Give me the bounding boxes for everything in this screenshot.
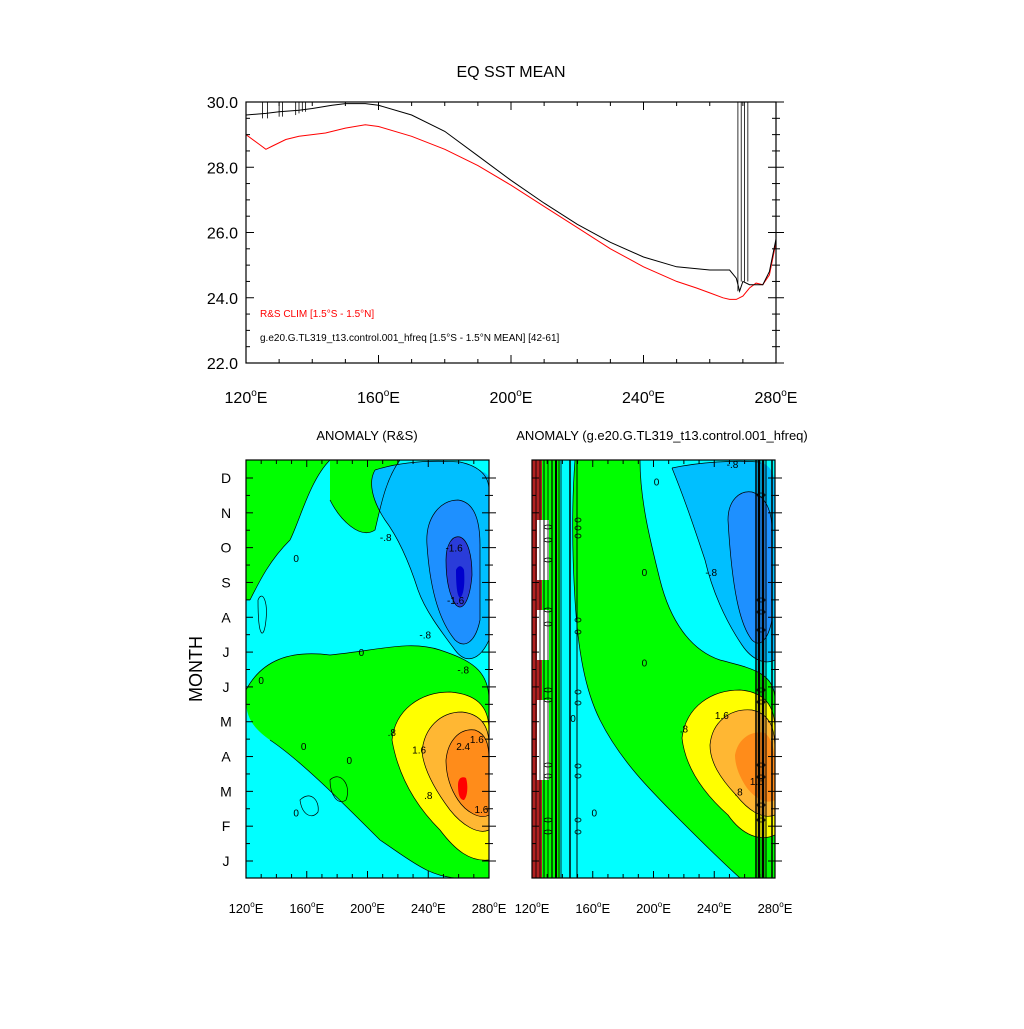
contour-label: 0 [301, 742, 307, 753]
x-tick-label: 160oE [289, 900, 324, 916]
month-tick-label: J [223, 679, 230, 695]
contour-label: 1.6 [474, 805, 488, 816]
x-tick-label: 120oE [225, 388, 268, 407]
x-tick-label: 240oE [697, 900, 732, 916]
fill-region-coastal-red [532, 460, 542, 878]
anomaly-model-panel: ANOMALY (g.e20.G.TL319_t13.control.001_h… [515, 428, 808, 916]
line-chart-plot-area [246, 102, 776, 300]
x-tick-label: 160oE [575, 900, 610, 916]
month-tick-label: A [221, 749, 231, 765]
x-tick-label: 280oE [758, 900, 793, 916]
contour-label: 0 [642, 659, 648, 670]
fill-region-far-east-cold [470, 470, 489, 525]
month-tick-label: J [223, 853, 230, 869]
x-tick-label: 200oE [350, 900, 385, 916]
month-tick-label: M [220, 714, 232, 730]
anomaly-obs-frame [245, 459, 490, 879]
month-tick-label: J [223, 644, 230, 660]
vertical-noise-rings [543, 492, 766, 835]
contour-label: .8 [388, 728, 397, 739]
contour-label: -.8 [727, 460, 739, 471]
contour-label: -1.6 [447, 596, 465, 607]
month-tick-label: S [221, 574, 230, 590]
month-tick-label: N [221, 505, 231, 521]
month-tick-label: F [222, 818, 231, 834]
series-line-obs [246, 124, 776, 300]
contour-labels-model: 0 -.8 0 -.8 0 0 .8 1.6 .8 1.6 0 [570, 460, 764, 819]
contour-lines [246, 460, 489, 878]
line-chart-frame [245, 101, 777, 364]
x-tick-label: 200oE [636, 900, 671, 916]
y-tick-label: 30.0 [207, 95, 238, 112]
fill-region-warm-3 [446, 729, 489, 817]
contour-label: 0 [642, 568, 648, 579]
month-tick-label: M [220, 783, 232, 799]
contour-label: -.8 [457, 666, 469, 677]
anomaly-obs-ticks: 120oE 160oE 200oE 240oE 280oE J F M A M J J A S O N D [220, 460, 507, 916]
anomaly-model-frame [531, 459, 776, 879]
contour-label: 0 [654, 477, 660, 488]
fill-region-coastal-white-3 [537, 700, 549, 780]
fill-region-west-pos [246, 460, 330, 600]
line-chart-title: EQ SST MEAN [456, 64, 565, 81]
contour-label: 2.4 [456, 742, 470, 753]
contour-label: -.8 [419, 631, 431, 642]
contour-label: 0 [293, 554, 299, 565]
anomaly-obs-panel: ANOMALY (R&S) [186, 428, 507, 916]
line-chart-ticks: 120oE 160oE 200oE 240oE 280oE 22.0 24.0 26.0 28.… [207, 95, 798, 407]
contour-label: 1.6 [470, 735, 484, 746]
x-tick-label: 280oE [472, 900, 507, 916]
month-tick-label: A [221, 609, 231, 625]
anomaly-model-field: 0 -.8 0 -.8 0 0 .8 1.6 .8 1.6 0 [532, 460, 775, 878]
y-tick-label: 28.0 [207, 160, 238, 177]
month-tick-label: D [221, 470, 231, 486]
legend-obs-label: R&S CLIM [1.5°S - 1.5°N] [260, 309, 374, 320]
y-axis-label-month: MONTH [186, 636, 206, 702]
x-tick-label: 240oE [411, 900, 446, 916]
model-spikes [262, 102, 749, 292]
x-tick-label: 120oE [229, 900, 264, 916]
fill-region-cold-2 [728, 491, 772, 644]
x-tick-label: 120oE [515, 900, 550, 916]
contour-label: -1.6 [445, 544, 463, 555]
contour-label: -.8 [380, 533, 392, 544]
series-line-model [246, 103, 776, 293]
contour-label: 0 [359, 648, 365, 659]
fill-region-cold-4 [456, 566, 465, 598]
legend-model-label: g.e20.G.TL319_t13.control.001_hfreq [1.5… [260, 333, 560, 344]
anomaly-obs-title: ANOMALY (R&S) [316, 428, 417, 443]
contour-label: 1.6 [412, 746, 426, 757]
contour-label: -.8 [415, 446, 427, 457]
contour-label: .8 [424, 791, 433, 802]
contour-label: 0 [570, 714, 576, 725]
fill-region-warm-3 [735, 732, 775, 802]
contour-label: 0 [293, 808, 299, 819]
contour-label: 1.6 [715, 711, 729, 722]
line-chart: EQ SST MEAN 120oE 160oE 200oE 240oE 280oE 22.… [207, 64, 798, 407]
x-tick-label: 160oE [357, 388, 400, 407]
contour-label: .8 [734, 787, 743, 798]
x-tick-label: 240oE [622, 388, 665, 407]
contour-label: 1.6 [750, 777, 764, 788]
contour-label: .8 [680, 725, 689, 736]
y-tick-label: 24.0 [207, 291, 238, 308]
fill-region-warm-4 [458, 777, 468, 800]
contour-label: -.8 [705, 568, 717, 579]
contour-label: 0 [281, 450, 287, 461]
contour-label: 0 [591, 808, 597, 819]
contour-label: 0 [258, 676, 264, 687]
anomaly-model-title: ANOMALY (g.e20.G.TL319_t13.control.001_h… [516, 428, 807, 443]
month-tick-label: O [221, 540, 232, 556]
x-tick-label: 200oE [490, 388, 533, 407]
x-tick-label: 280oE [755, 388, 798, 407]
contour-label: 0 [346, 756, 352, 767]
y-tick-label: 26.0 [207, 226, 238, 243]
y-tick-label: 22.0 [207, 356, 238, 373]
